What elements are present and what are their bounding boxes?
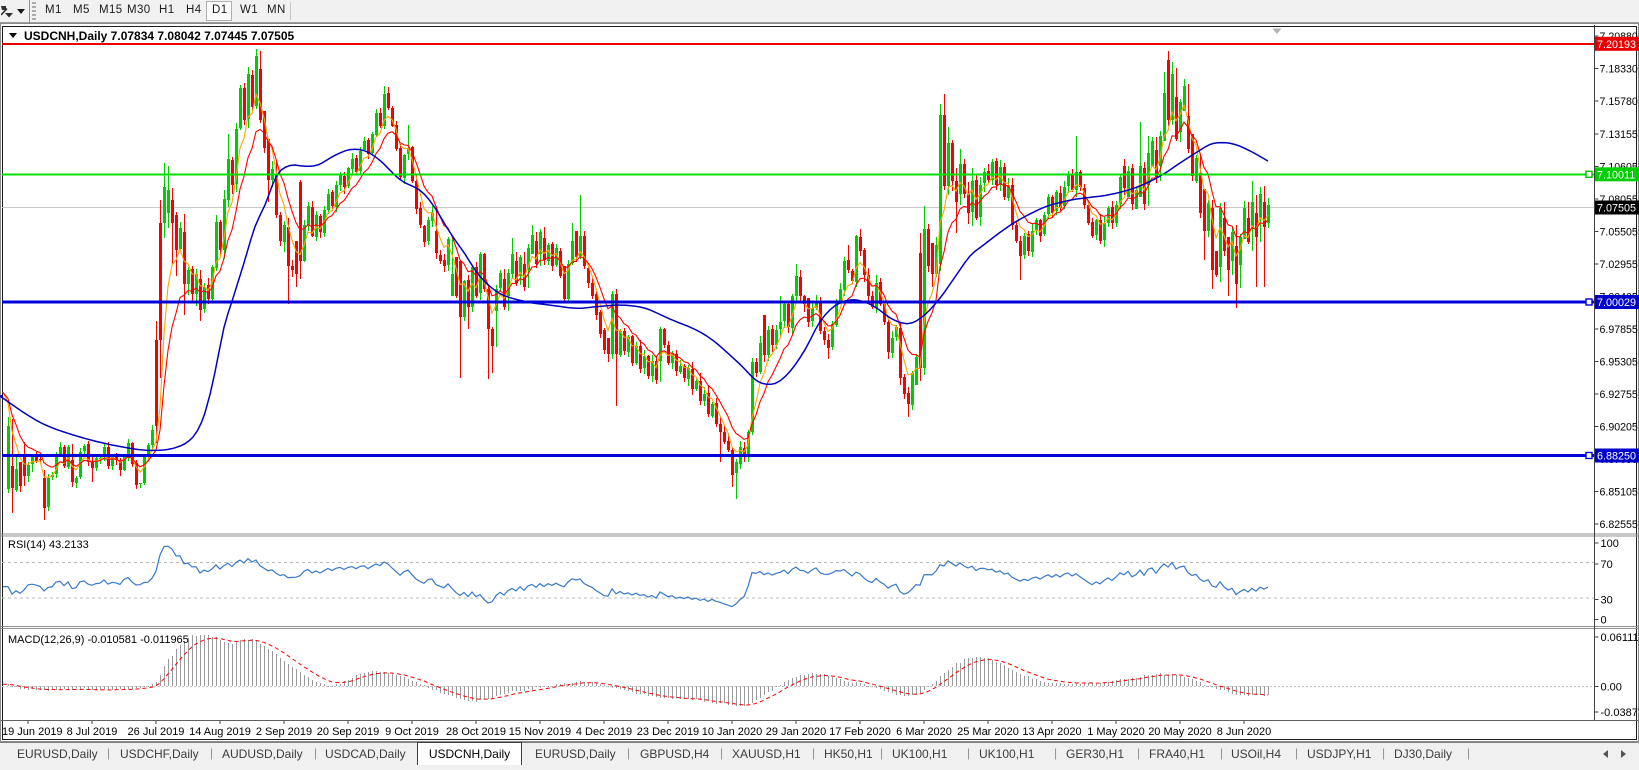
svg-text:100: 100 bbox=[1601, 538, 1619, 550]
svg-text:7.05505: 7.05505 bbox=[1600, 227, 1638, 239]
svg-text:2 Sep 2019: 2 Sep 2019 bbox=[256, 726, 312, 738]
svg-text:7.15780: 7.15780 bbox=[1600, 96, 1638, 108]
svg-text:28 Oct 2019: 28 Oct 2019 bbox=[446, 726, 506, 738]
svg-text:8 Jul 2019: 8 Jul 2019 bbox=[67, 726, 118, 738]
svg-text:6.92755: 6.92755 bbox=[1600, 389, 1638, 401]
svg-text:1 May 2020: 1 May 2020 bbox=[1087, 726, 1144, 738]
svg-text:MACD(12,26,9) -0.010581 -0.011: MACD(12,26,9) -0.010581 -0.011965 bbox=[8, 634, 189, 646]
svg-text:7.07505: 7.07505 bbox=[1597, 203, 1636, 215]
svg-text:6.97855: 6.97855 bbox=[1600, 324, 1638, 336]
svg-text:26 Jul 2019: 26 Jul 2019 bbox=[128, 726, 185, 738]
svg-text:-0.038777: -0.038777 bbox=[1601, 707, 1639, 719]
svg-text:15 Nov 2019: 15 Nov 2019 bbox=[509, 726, 571, 738]
svg-text:8 Jun 2020: 8 Jun 2020 bbox=[1217, 726, 1271, 738]
svg-text:29 Jan 2020: 29 Jan 2020 bbox=[766, 726, 827, 738]
svg-text:13 Apr 2020: 13 Apr 2020 bbox=[1022, 726, 1081, 738]
svg-text:USDCNH,Daily 7.07834 7.08042: USDCNH,Daily 7.07834 7.08042 7.07445 7.0… bbox=[24, 29, 295, 43]
svg-text:0.061119: 0.061119 bbox=[1601, 632, 1639, 644]
svg-text:19 Jun 2019: 19 Jun 2019 bbox=[2, 726, 63, 738]
svg-text:7.00029: 7.00029 bbox=[1597, 297, 1636, 309]
svg-text:7.13155: 7.13155 bbox=[1600, 129, 1638, 141]
svg-text:RSI(14) 43.2133: RSI(14) 43.2133 bbox=[8, 539, 89, 551]
svg-text:0: 0 bbox=[1601, 614, 1607, 626]
svg-text:70: 70 bbox=[1601, 559, 1613, 571]
svg-text:6 Mar 2020: 6 Mar 2020 bbox=[896, 726, 952, 738]
svg-text:10 Jan 2020: 10 Jan 2020 bbox=[702, 726, 763, 738]
svg-text:6.90205: 6.90205 bbox=[1600, 422, 1638, 434]
svg-text:7.18330: 7.18330 bbox=[1600, 63, 1638, 75]
svg-text:7.20193: 7.20193 bbox=[1597, 39, 1636, 51]
svg-text:0.00: 0.00 bbox=[1601, 682, 1622, 694]
svg-text:6.95305: 6.95305 bbox=[1600, 357, 1638, 369]
svg-text:4 Dec 2019: 4 Dec 2019 bbox=[576, 726, 632, 738]
svg-text:25 Mar 2020: 25 Mar 2020 bbox=[957, 726, 1019, 738]
svg-text:17 Feb 2020: 17 Feb 2020 bbox=[829, 726, 891, 738]
svg-text:20 Sep 2019: 20 Sep 2019 bbox=[317, 726, 379, 738]
svg-text:30: 30 bbox=[1601, 594, 1613, 606]
svg-text:9 Oct 2019: 9 Oct 2019 bbox=[385, 726, 439, 738]
svg-text:7.10011: 7.10011 bbox=[1597, 169, 1635, 181]
svg-text:23 Dec 2019: 23 Dec 2019 bbox=[637, 726, 699, 738]
svg-text:7.02955: 7.02955 bbox=[1600, 259, 1638, 271]
svg-text:14 Aug 2019: 14 Aug 2019 bbox=[189, 726, 251, 738]
svg-text:6.82555: 6.82555 bbox=[1600, 519, 1638, 531]
svg-text:6.85105: 6.85105 bbox=[1600, 487, 1638, 499]
svg-text:6.88250: 6.88250 bbox=[1597, 451, 1636, 463]
svg-text:20 May 2020: 20 May 2020 bbox=[1148, 726, 1212, 738]
